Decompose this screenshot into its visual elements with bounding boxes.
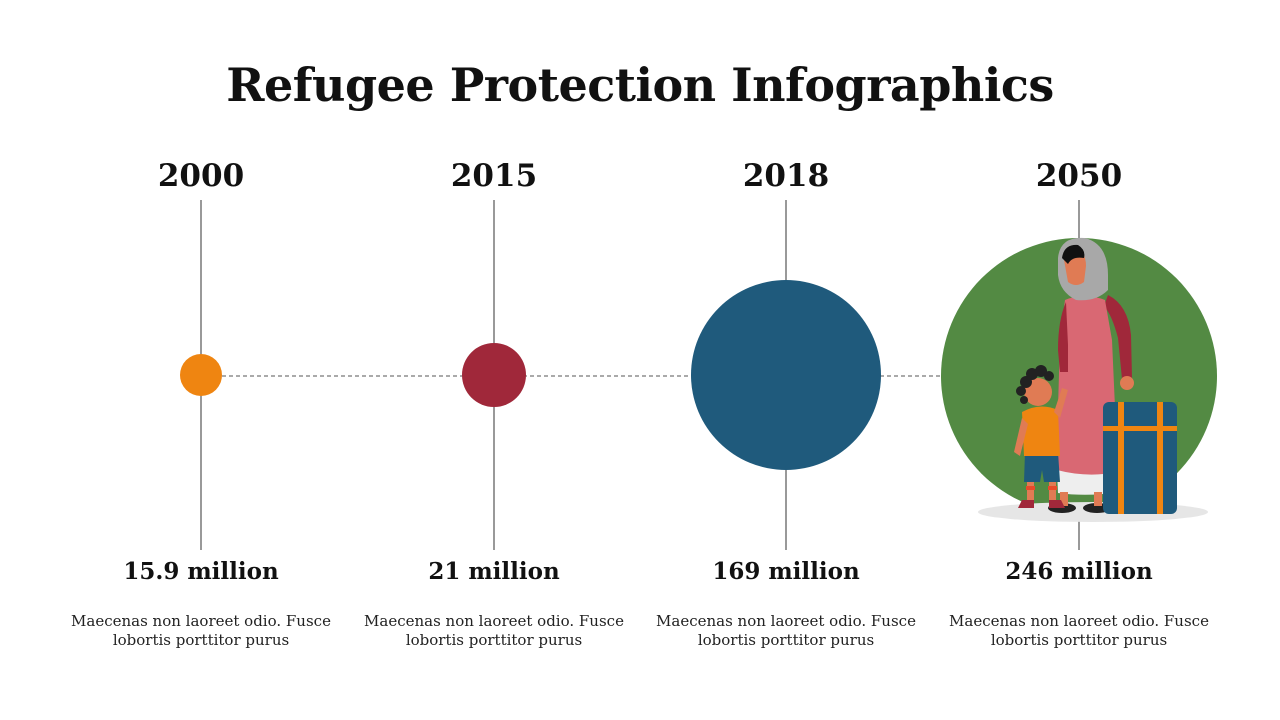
suitcase xyxy=(1103,402,1177,514)
circle-2015 xyxy=(462,343,526,407)
circle-2000 xyxy=(180,354,222,396)
year-2000-label: 2000 xyxy=(157,158,245,194)
circle-2018 xyxy=(691,280,881,470)
year-2050-label: 2050 xyxy=(1035,158,1123,194)
value-2000: 15.9 million xyxy=(123,558,279,585)
year-2018-label: 2018 xyxy=(742,158,830,194)
description-2018: Maecenas non laoreet odio. Fusce loborti… xyxy=(656,612,916,649)
description-2015: Maecenas non laoreet odio. Fusce loborti… xyxy=(364,612,624,649)
value-2018: 169 million xyxy=(712,558,860,585)
description-2050: Maecenas non laoreet odio. Fusce loborti… xyxy=(949,612,1209,649)
value-2015: 21 million xyxy=(428,558,560,585)
year-2015-label: 2015 xyxy=(450,158,538,194)
description-2000: Maecenas non laoreet odio. Fusce loborti… xyxy=(71,612,331,649)
value-2050: 246 million xyxy=(1005,558,1153,585)
page-title: Refugee Protection Infographics xyxy=(226,58,1054,112)
refugee-family-illustration xyxy=(978,237,1208,522)
